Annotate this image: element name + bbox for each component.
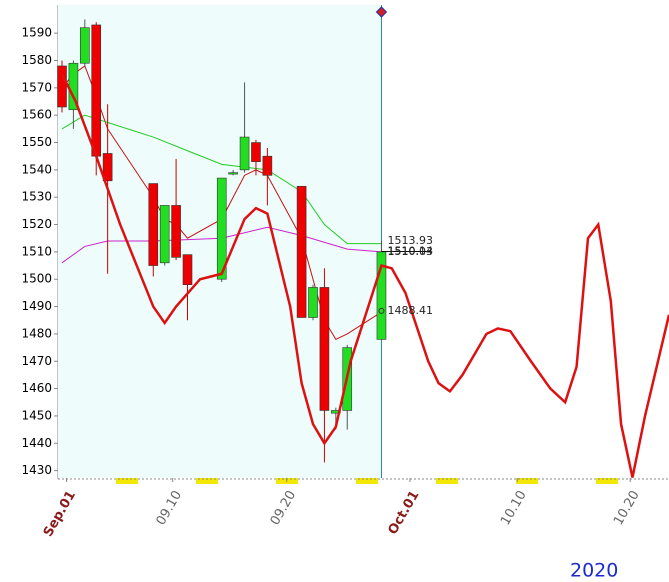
y-tick-label: 1430 (21, 463, 52, 477)
candle (228, 169, 238, 176)
body (251, 142, 261, 162)
y-tick-label: 1580 (21, 53, 52, 67)
candle (182, 254, 193, 321)
current-marker (375, 6, 388, 18)
y-tick-label: 1590 (21, 26, 52, 40)
year-label: 2020 (570, 560, 618, 582)
y-tick-label: 1450 (21, 408, 52, 422)
y-tick-label: 1500 (21, 272, 52, 286)
candle (148, 183, 159, 277)
candle (296, 185, 307, 318)
y-tick-label: 1480 (21, 326, 52, 340)
candle (239, 82, 250, 173)
body (159, 205, 170, 264)
body (228, 172, 238, 175)
y-tick-label: 1440 (21, 436, 52, 450)
y-tick-label: 1530 (21, 190, 52, 204)
x-tick-label: 09.10 (154, 488, 186, 528)
candle (308, 284, 318, 321)
y-tick-label: 1550 (21, 135, 52, 149)
y-tick-label: 1510 (21, 244, 52, 258)
candle (376, 240, 387, 340)
candle (91, 22, 102, 176)
candle (319, 268, 330, 463)
body (182, 254, 193, 285)
candle (216, 177, 227, 282)
body (296, 185, 307, 318)
body (216, 177, 227, 280)
candle (262, 147, 273, 206)
candle (159, 205, 170, 266)
x-tick-label: 10.20 (611, 488, 643, 528)
candle (251, 139, 261, 176)
y-tick-label: 1470 (21, 354, 52, 368)
x-tick-label: 10.10 (498, 488, 530, 528)
y-tick-label: 1570 (21, 80, 52, 94)
y-tick-label: 1560 (21, 108, 52, 122)
price-dot (378, 307, 385, 314)
body (102, 153, 113, 182)
body (308, 287, 318, 318)
price-label: 1510.14 (387, 245, 433, 258)
y-tick-label: 1520 (21, 217, 52, 231)
body (80, 27, 90, 64)
candle (80, 19, 90, 66)
body (57, 65, 67, 108)
body (91, 24, 102, 157)
price-label: 1488.41 (387, 304, 433, 317)
body (239, 136, 250, 171)
candle (57, 60, 67, 113)
y-tick-label: 1540 (21, 162, 52, 176)
price-label: 1513.93 (387, 234, 433, 247)
body (319, 287, 330, 411)
x-tick-label: 09.20 (268, 488, 300, 528)
body (262, 155, 273, 176)
y-tick-label: 1460 (21, 381, 52, 395)
x-tick-label: Oct.01 (385, 488, 422, 537)
line (60, 73, 669, 478)
x-tick-label: Sep.01 (41, 488, 79, 539)
y-tick-label: 1490 (21, 299, 52, 313)
candle (171, 158, 181, 261)
body (148, 183, 159, 266)
body (171, 205, 181, 258)
